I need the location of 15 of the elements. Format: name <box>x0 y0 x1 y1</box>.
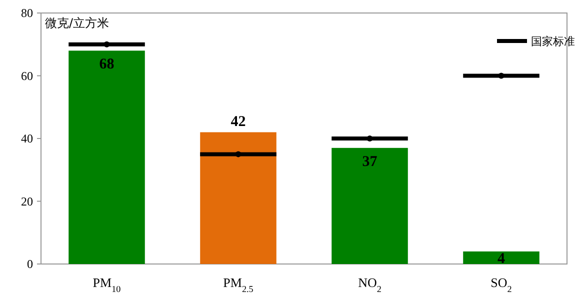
x-tick-label: NO$_{2}$ <box>358 275 382 294</box>
legend-label: 国家标准 <box>531 35 575 48</box>
y-axis-title: 微克/立方米 <box>45 16 110 30</box>
data-label: 68 <box>99 56 114 73</box>
y-tick-label: 0 <box>27 257 33 271</box>
y-tick-label: 20 <box>21 194 33 208</box>
x-tick-label: SO$_{2}$ <box>490 275 512 294</box>
y-tick-label: 60 <box>21 68 33 83</box>
y-tick-label: 40 <box>21 132 33 146</box>
data-label: 37 <box>362 154 378 170</box>
data-label: 4 <box>498 251 506 267</box>
data-label: 42 <box>230 114 246 130</box>
x-tick-label: PM$_{2.5}$ <box>223 275 254 294</box>
x-tick-label: PM$_{10}$ <box>92 275 122 294</box>
y-tick-label: 80 <box>21 6 33 20</box>
